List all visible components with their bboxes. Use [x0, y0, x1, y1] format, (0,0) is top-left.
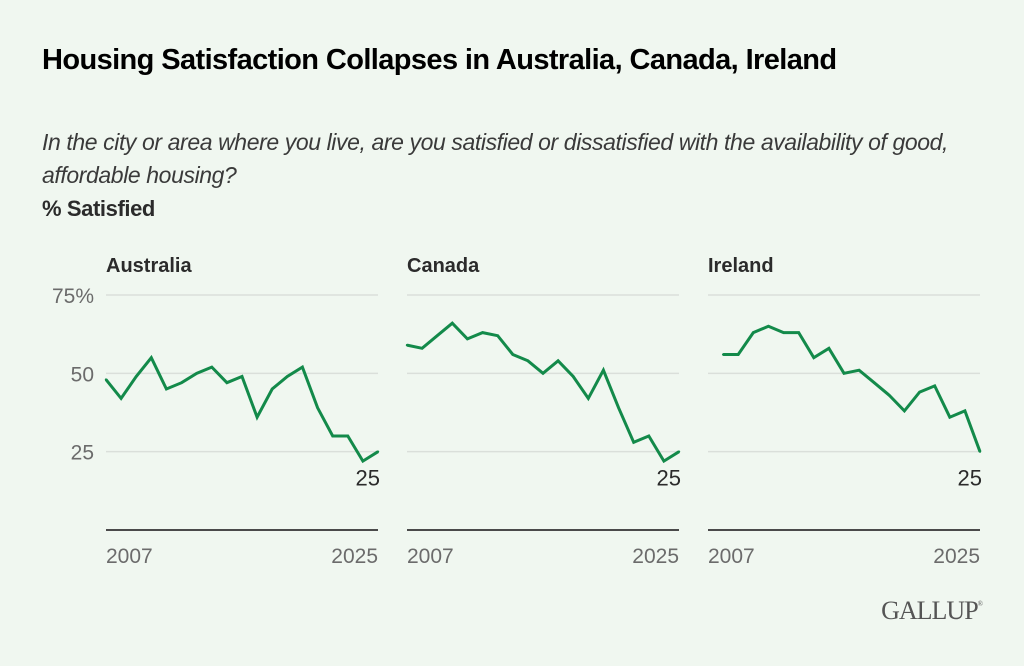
y-tick-label: 50: [71, 363, 94, 386]
data-point: [104, 378, 108, 381]
measure-label: % Satisfied: [42, 196, 155, 221]
data-point: [180, 381, 183, 384]
x-tick-label: 2025: [331, 545, 378, 568]
end-value-label: 25: [356, 466, 380, 491]
series-line-canada: [406, 321, 680, 464]
data-point: [948, 416, 951, 419]
data-point: [481, 331, 484, 334]
data-point: [496, 334, 499, 337]
chart-title: Housing Satisfaction Collapses in Austra…: [42, 44, 837, 76]
data-point: [647, 434, 650, 438]
data-point: [286, 375, 289, 378]
data-point: [210, 365, 213, 369]
data-point: [331, 434, 334, 438]
data-point: [888, 394, 891, 397]
data-point: [617, 406, 620, 409]
data-point: [602, 369, 605, 372]
x-tick-label: 2025: [632, 545, 679, 568]
data-point: [556, 359, 560, 362]
data-point: [541, 372, 545, 375]
data-point: [918, 390, 921, 394]
data-point: [405, 343, 409, 347]
data-point: [316, 406, 319, 409]
data-point: [963, 409, 967, 413]
data-point: [301, 365, 304, 369]
x-tick-label: 2007: [708, 545, 755, 568]
y-tick-label: 25: [71, 442, 94, 465]
data-point: [150, 356, 153, 359]
panel-title-australia: Australia: [106, 255, 192, 277]
data-point: [361, 459, 365, 463]
data-point: [842, 372, 846, 375]
x-tick-label: 2007: [407, 545, 454, 568]
data-point: [677, 450, 681, 453]
data-point: [903, 409, 906, 413]
data-point: [827, 347, 831, 350]
data-point: [662, 459, 666, 463]
logo-text: GALLUP: [881, 596, 979, 625]
panel-title-ireland: Ireland: [708, 255, 774, 277]
data-point: [195, 372, 198, 375]
data-point: [782, 331, 785, 334]
data-point: [119, 397, 123, 400]
data-point: [797, 331, 800, 334]
x-tick-label: 2025: [933, 545, 980, 568]
data-point: [420, 347, 424, 350]
x-tick-label: 2007: [106, 545, 153, 568]
data-point: [767, 325, 770, 328]
data-point: [436, 334, 439, 337]
end-value-label: 25: [657, 466, 681, 491]
data-point: [978, 450, 982, 453]
chart-subtitle: In the city or area where you live, are …: [42, 129, 949, 188]
data-point: [376, 450, 380, 453]
logo-mark: ®: [977, 600, 983, 608]
data-point: [511, 353, 514, 356]
data-point: [135, 375, 138, 378]
data-point: [466, 337, 469, 341]
data-point: [271, 387, 274, 391]
end-value-label: 25: [958, 466, 982, 491]
data-point: [812, 356, 815, 359]
data-point: [752, 331, 755, 334]
data-point: [240, 375, 244, 378]
data-point: [225, 381, 229, 384]
series-line-ireland: [723, 324, 982, 453]
data-point: [526, 359, 530, 362]
data-point: [873, 381, 876, 384]
data-point: [857, 369, 861, 372]
data-point: [451, 322, 454, 325]
gallup-logo: GALLUP®: [881, 596, 983, 626]
data-point: [165, 387, 168, 391]
data-point: [346, 434, 349, 438]
data-point: [587, 397, 590, 400]
data-point: [632, 441, 635, 444]
data-point: [572, 375, 575, 378]
y-tick-label: 75%: [52, 285, 94, 308]
data-point: [721, 353, 725, 356]
panel-title-canada: Canada: [407, 255, 480, 277]
data-point: [255, 416, 259, 419]
data-point: [737, 353, 740, 356]
data-point: [933, 384, 936, 388]
